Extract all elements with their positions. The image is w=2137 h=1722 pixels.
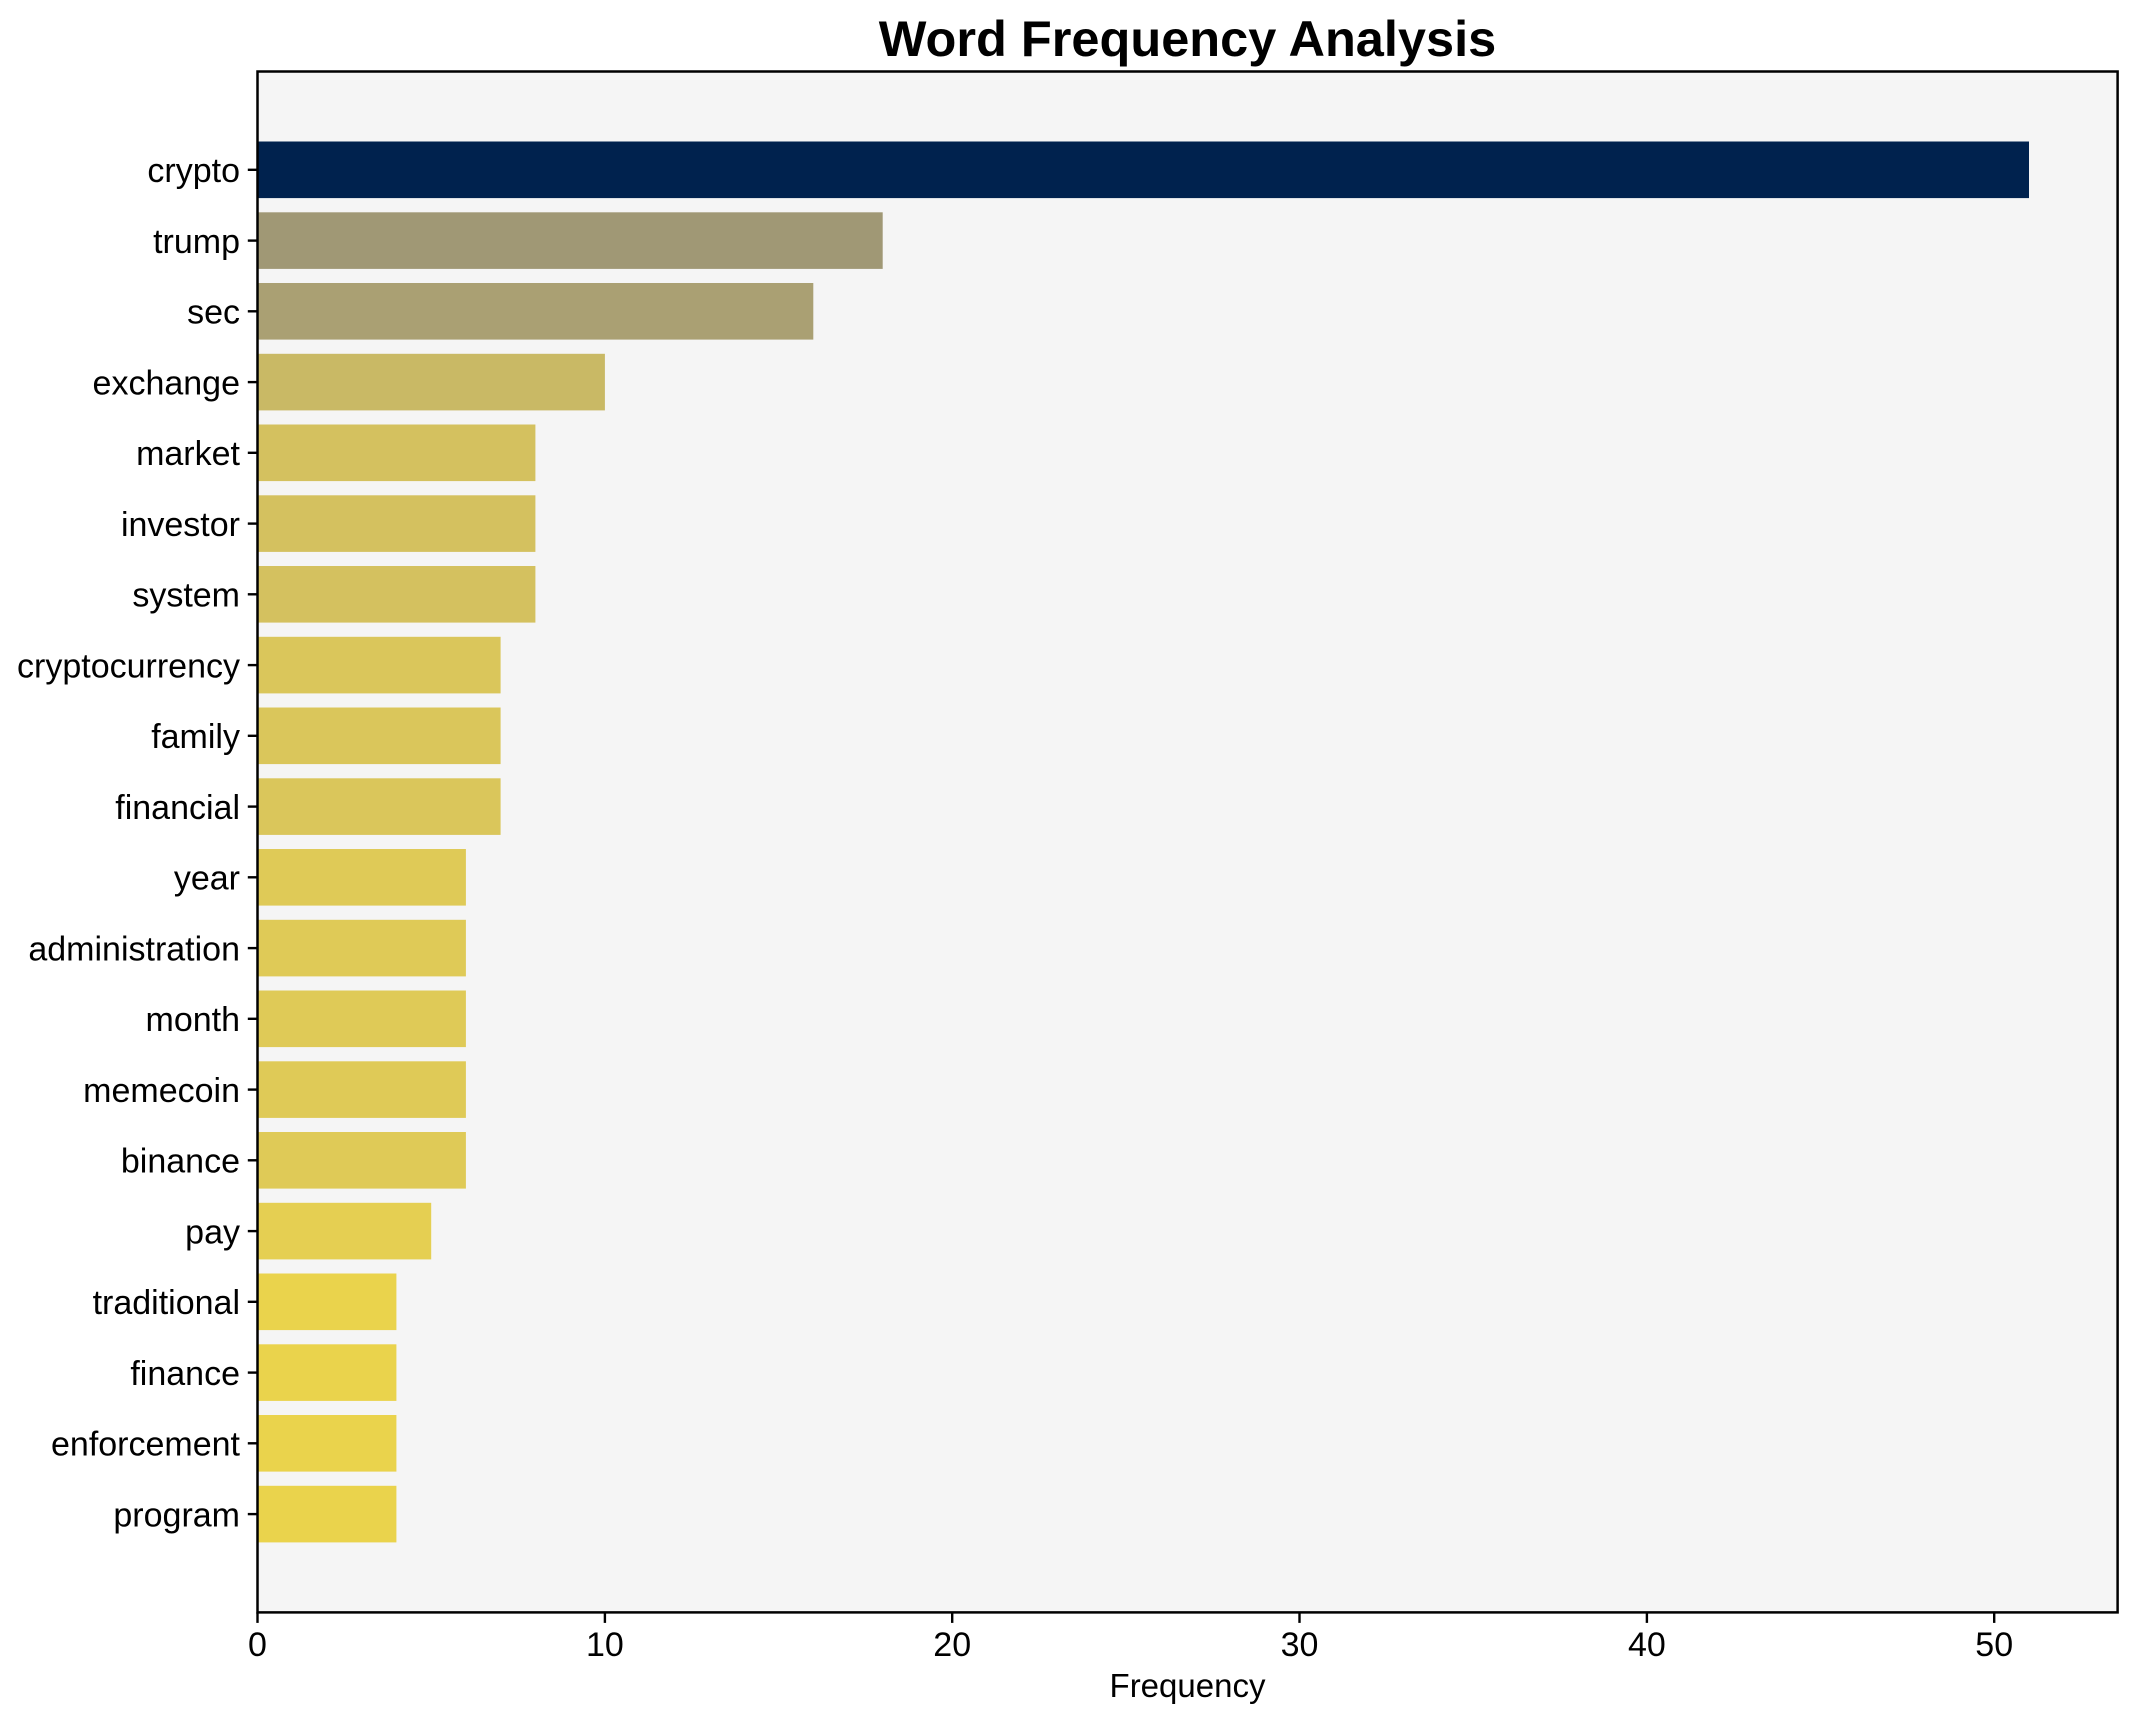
svg-text:50: 50 xyxy=(1975,1626,2013,1664)
svg-text:binance: binance xyxy=(121,1143,240,1181)
svg-text:administration: administration xyxy=(28,930,240,968)
svg-text:0: 0 xyxy=(248,1626,267,1664)
svg-text:20: 20 xyxy=(933,1626,971,1664)
svg-text:memecoin: memecoin xyxy=(83,1072,240,1110)
svg-text:enforcement: enforcement xyxy=(51,1426,241,1464)
svg-text:year: year xyxy=(174,860,240,898)
svg-text:cryptocurrency: cryptocurrency xyxy=(17,647,240,685)
svg-text:family: family xyxy=(151,718,240,756)
svg-text:investor: investor xyxy=(121,506,240,544)
svg-text:market: market xyxy=(136,435,240,473)
svg-text:Frequency: Frequency xyxy=(1110,1667,1266,1704)
svg-text:finance: finance xyxy=(130,1355,240,1393)
svg-text:program: program xyxy=(113,1496,240,1534)
svg-text:trump: trump xyxy=(153,223,240,261)
svg-text:40: 40 xyxy=(1628,1626,1666,1664)
svg-text:10: 10 xyxy=(586,1626,624,1664)
svg-text:sec: sec xyxy=(187,294,240,332)
svg-text:month: month xyxy=(146,1001,241,1039)
svg-text:system: system xyxy=(132,577,240,615)
svg-text:30: 30 xyxy=(1281,1626,1319,1664)
svg-text:pay: pay xyxy=(185,1213,240,1251)
svg-text:exchange: exchange xyxy=(93,364,240,402)
svg-text:crypto: crypto xyxy=(147,152,240,190)
svg-text:Word Frequency Analysis: Word Frequency Analysis xyxy=(879,10,1496,67)
svg-text:financial: financial xyxy=(115,789,240,827)
svg-text:traditional: traditional xyxy=(93,1284,240,1322)
